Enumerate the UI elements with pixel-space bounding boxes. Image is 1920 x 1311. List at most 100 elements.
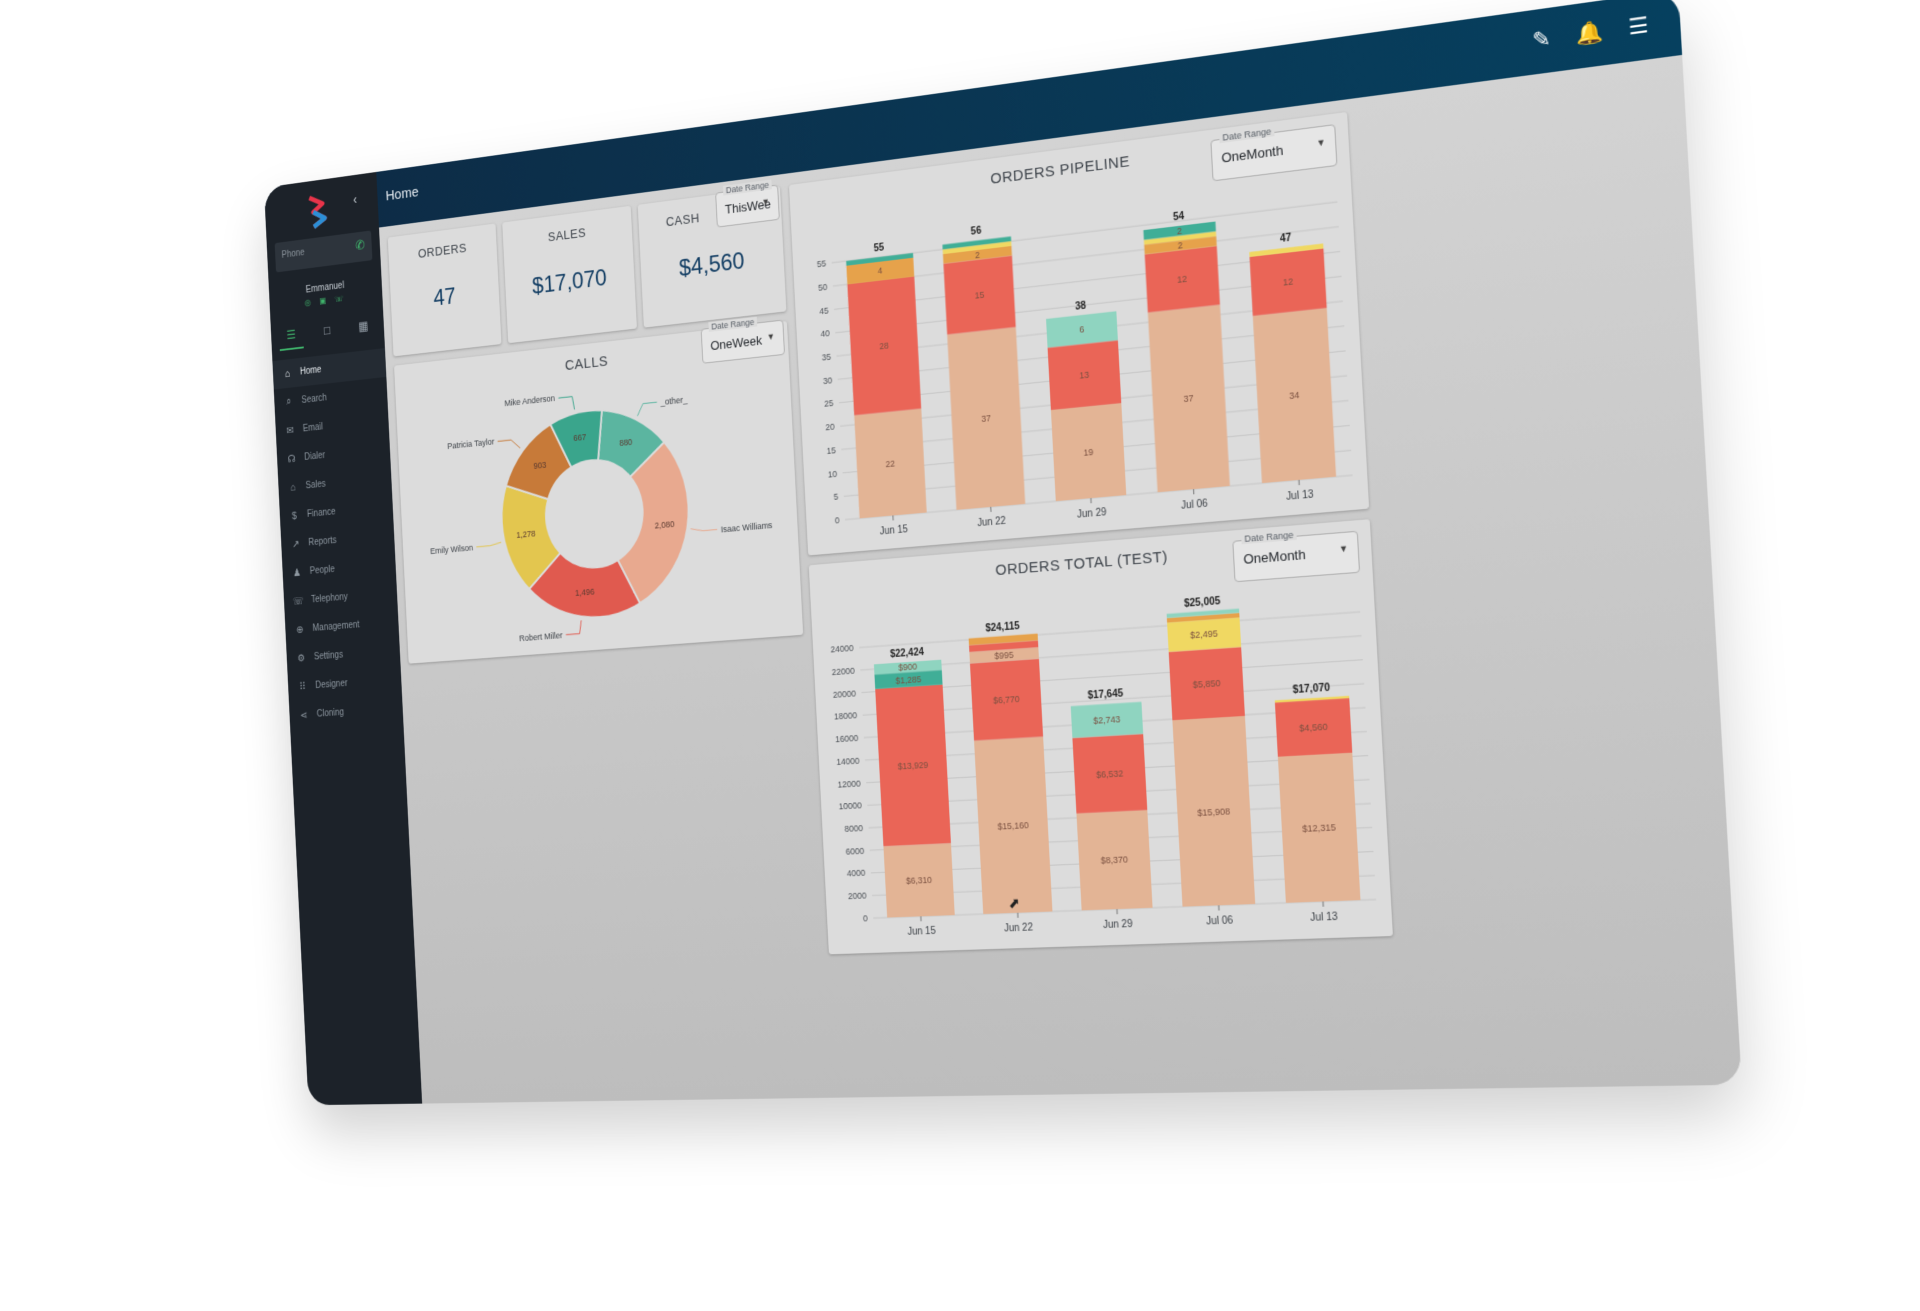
bar-segment [1168, 646, 1245, 721]
home-icon: ⌂ [284, 367, 291, 380]
totals-bar-chart: 0 2000 4000 6000 8000 10000 12000 14000 16000 180… [830, 595, 1393, 938]
x-tick-label: Jun 29 [1077, 507, 1107, 521]
call-icon[interactable]: ✆ [355, 236, 366, 253]
bar-total-label: $17,070 [1292, 682, 1330, 696]
slice-name-label: Patricia Taylor [447, 437, 495, 451]
slice-value-label: 1,278 [516, 529, 536, 540]
leader-line [637, 402, 658, 416]
bar-segment [974, 736, 1053, 915]
pie-slice [528, 546, 641, 622]
cash-card: CASH $4,560 Date Range ThisWee ▼ [637, 179, 787, 328]
bar-segment-label: $2,495 [1190, 628, 1218, 640]
bar-segment-label: 2 [1177, 240, 1183, 251]
calls-donut-chart: 880 _other_ 2,080 Isaac Williams 1,496 Robert… [430, 394, 773, 644]
bar-segment-label: $900 [898, 661, 917, 672]
sidebar-item-label: Home [299, 364, 322, 378]
bar-segment [1147, 304, 1230, 493]
y-tick-label: 10000 [838, 800, 862, 811]
y-tick-label: 14000 [836, 755, 860, 766]
slice-value-label: 1,496 [575, 586, 595, 597]
bar-segment-label: $8,370 [1101, 855, 1129, 867]
bar-segment [1076, 810, 1153, 911]
bar-segment-label: 12 [1283, 276, 1294, 288]
bar-segment [875, 684, 951, 847]
y-tick-label: 12000 [837, 778, 861, 789]
bar-segment-label: 37 [981, 413, 991, 424]
people-icon: ♟ [292, 567, 302, 580]
sidebar-item-label: Search [301, 392, 328, 406]
slice-value-label: 2,080 [654, 519, 674, 531]
kpi-date-range-select[interactable]: Date Range ThisWee ▼ [715, 179, 780, 228]
bar-segment [874, 669, 943, 689]
bar-segment [847, 276, 922, 416]
app-window: Home ✎ 🔔 ☰ ‹ Phone ✆ Emmanuel ◎ ▣ ☏ ☰ □ … [263, 0, 1742, 1106]
collapse-sidebar-icon[interactable]: ‹ [352, 191, 358, 207]
y-tick-label: 55 [817, 258, 827, 269]
y-tick-label: 25 [824, 398, 834, 409]
x-tick-label: Jun 29 [1103, 919, 1134, 931]
bar-segment [873, 659, 942, 675]
cloning-icon: ⋖ [300, 709, 308, 722]
sidebar-item-label: Cloning [316, 707, 345, 720]
bar-segment [854, 408, 927, 519]
chevron-down-icon: ▼ [761, 196, 771, 208]
leader-line [476, 542, 501, 547]
new-note-icon[interactable]: ✎ [1531, 27, 1552, 54]
bar-total-label: $22,424 [890, 647, 925, 660]
sidebar-item-label: Management [312, 619, 360, 634]
totals-card: ORDERS TOTAL (TEST) Date Range OneMonth … [808, 519, 1393, 955]
y-tick-label: 6000 [845, 846, 864, 857]
orders-value: 47 [432, 283, 457, 312]
bar-segment [1274, 698, 1353, 757]
telephony-icon: ☏ [292, 595, 305, 608]
bar-segment [1277, 752, 1361, 903]
sidebar-item-label: Reports [308, 535, 337, 549]
leader-line [498, 439, 521, 450]
tab-chat-icon[interactable]: □ [323, 322, 331, 338]
bar-segment [1047, 340, 1122, 411]
leader-line [691, 527, 717, 532]
tab-menu-icon[interactable]: ☰ [278, 326, 304, 352]
cash-value: $4,560 [678, 247, 746, 282]
sales-icon: ⌂ [289, 481, 296, 494]
phone-input[interactable]: Phone ✆ [274, 230, 373, 273]
bar-segment-label: 19 [1083, 447, 1093, 458]
sidebar-item-label: Designer [315, 678, 348, 691]
leader-line [558, 396, 574, 411]
y-tick-label: 8000 [844, 823, 863, 834]
bar-segment-label: $4,560 [1299, 721, 1328, 733]
bar-segment-label: 22 [885, 458, 895, 469]
tab-calendar-icon[interactable]: ▦ [358, 318, 369, 334]
pie-slice [550, 409, 605, 469]
sales-value: $17,070 [531, 264, 608, 300]
slice-name-label: Emily Wilson [430, 542, 473, 555]
settings-sliders-icon[interactable]: ☰ [1628, 13, 1650, 41]
bar-segment [942, 245, 1012, 264]
bar-segment [1050, 403, 1127, 502]
mouse-cursor-icon: ⬈ [1008, 894, 1021, 912]
y-tick-label: 2000 [848, 891, 867, 902]
slice-name-label: Robert Miller [519, 630, 563, 643]
y-tick-label: 10 [828, 468, 838, 479]
bar-segment [969, 658, 1044, 741]
leader-line [565, 620, 582, 634]
x-tick-label: Jul 06 [1181, 498, 1209, 512]
bar-segment [846, 257, 915, 285]
bar-segment-label: 6 [1079, 324, 1084, 335]
logo[interactable] [301, 191, 335, 232]
bell-icon[interactable]: 🔔 [1575, 19, 1605, 48]
email-icon: ✉ [286, 425, 295, 437]
phone-label: Phone [281, 247, 305, 261]
x-tick-label: Jul 13 [1286, 489, 1315, 503]
slice-name-label: Mike Anderson [504, 394, 555, 409]
slice-value-label: 667 [573, 432, 586, 443]
management-icon: ⊕ [295, 624, 304, 636]
bar-total-label: $25,005 [1184, 595, 1221, 609]
x-tick-label: Jul 13 [1310, 911, 1339, 924]
bar-segment [942, 236, 1012, 250]
orders-title: ORDERS [417, 240, 467, 261]
bar-segment [1072, 733, 1148, 814]
bar-segment-label: $995 [994, 650, 1014, 662]
bar-segment-label: $12,315 [1302, 822, 1336, 834]
